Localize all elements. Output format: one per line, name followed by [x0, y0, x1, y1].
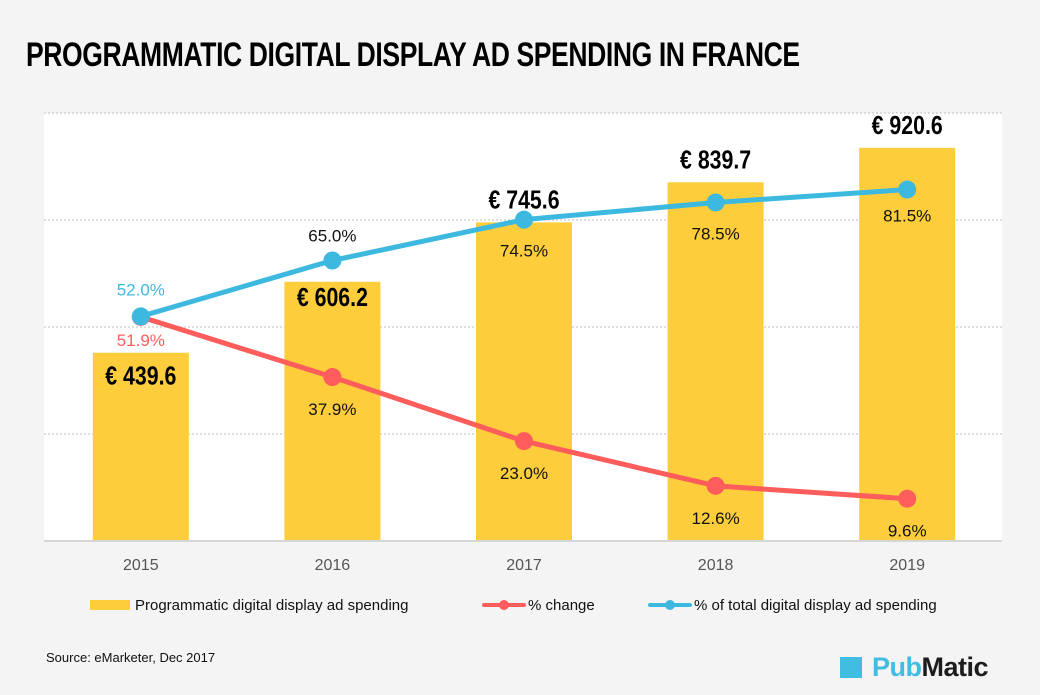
logo-text-pub: Pub [872, 652, 922, 682]
change-point [706, 476, 725, 495]
logo-square-icon [840, 657, 862, 678]
bar-value-label: € 606.2 [297, 283, 368, 313]
source-note: Source: eMarketer, Dec 2017 [46, 650, 216, 665]
share-point [131, 307, 150, 326]
share-value-label: 78.5% [691, 224, 739, 243]
change-point [898, 489, 917, 508]
bar-2019 [859, 147, 956, 540]
x-tick-label: 2015 [123, 557, 159, 574]
legend-label: Programmatic digital display ad spending [135, 596, 409, 614]
pubmatic-logo: PubMatic [840, 652, 989, 682]
change-point [515, 432, 533, 451]
x-tick-label: 2016 [315, 557, 351, 574]
x-tick-label: 2018 [698, 557, 734, 574]
bar-value-label: € 839.7 [680, 145, 751, 175]
bar-2017 [476, 222, 572, 541]
legend-swatch-bar [90, 600, 130, 610]
share-value-label: 52.0% [117, 280, 165, 299]
change-point [323, 368, 342, 387]
x-tick-labels: 2015 2016 2017 2018 2019 [123, 557, 925, 574]
legend-item-spending: Programmatic digital display ad spending [90, 594, 408, 616]
legend-item-change: % change [482, 594, 595, 616]
share-value-label: 65.0% [308, 227, 356, 246]
logo-text-matic: Matic [921, 652, 989, 682]
share-point [323, 251, 342, 270]
change-value-label: 23.0% [500, 464, 548, 483]
bar-value-label: € 745.6 [488, 185, 559, 215]
share-point [898, 180, 917, 199]
change-value-label: 9.6% [888, 522, 927, 541]
bar-2015 [92, 352, 189, 540]
lines [131, 180, 917, 508]
bar-value-label: € 439.6 [105, 362, 176, 392]
legend-label: % change [528, 596, 595, 614]
legend-swatch-blue-line [648, 600, 692, 610]
legend-item-share: % of total digital display ad spending [648, 594, 937, 616]
x-tick-label: 2017 [506, 557, 542, 574]
legend-swatch-red-line [482, 600, 526, 610]
share-value-label: 74.5% [500, 242, 548, 261]
x-tick-label: 2019 [889, 557, 925, 574]
logo-text: PubMatic [872, 652, 989, 682]
change-value-label: 12.6% [691, 509, 739, 528]
share-point [515, 210, 533, 229]
change-value-label: 51.9% [117, 331, 165, 350]
bar-value-label: € 920.6 [872, 111, 943, 141]
bars [92, 147, 956, 541]
share-point [706, 193, 725, 212]
legend-label: % of total digital display ad spending [694, 596, 937, 614]
bar-2016 [284, 281, 381, 540]
share-value-label: 81.5% [883, 207, 931, 226]
chart-title: PROGRAMMATIC DIGITAL DISPLAY AD SPENDING… [26, 36, 800, 74]
change-value-label: 37.9% [308, 400, 356, 419]
data-labels: € 439.6 € 606.2 € 745.6 € 839.7 € 920.6 51.9%… [105, 111, 943, 541]
